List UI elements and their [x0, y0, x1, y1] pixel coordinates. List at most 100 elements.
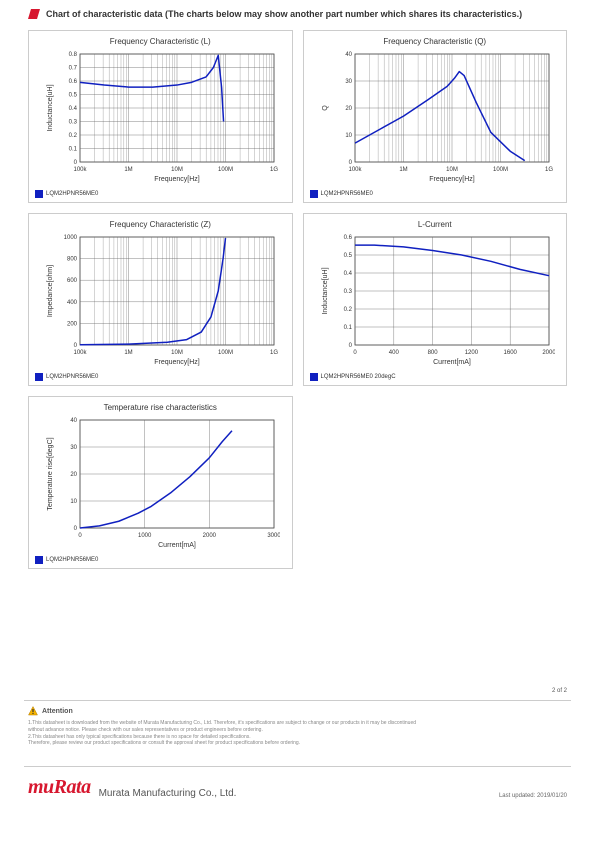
svg-text:0.5: 0.5: [343, 253, 352, 259]
svg-text:10: 10: [345, 133, 352, 139]
svg-text:Current[mA]: Current[mA]: [158, 542, 196, 549]
svg-text:Current[mA]: Current[mA]: [433, 359, 471, 366]
svg-text:Q: Q: [322, 105, 329, 111]
legend-swatch: [35, 556, 43, 564]
chart-panel-freq-Q: Frequency Characteristic (Q)100k1M10M100…: [303, 30, 568, 203]
svg-text:0.3: 0.3: [69, 120, 78, 126]
legend-swatch: [310, 190, 318, 198]
svg-text:40: 40: [345, 52, 352, 58]
chart-panel-freq-Z: Frequency Characteristic (Z)100k1M10M100…: [28, 213, 293, 386]
svg-text:0.8: 0.8: [69, 52, 78, 58]
svg-text:10: 10: [71, 499, 78, 505]
chart-title: Temperature rise characteristics: [35, 403, 286, 412]
chart-svg: 040080012001600200000.10.20.30.40.50.6Cu…: [315, 231, 555, 371]
svg-text:0.5: 0.5: [69, 93, 78, 99]
svg-text:400: 400: [389, 350, 400, 356]
svg-text:0.6: 0.6: [69, 79, 78, 85]
charts-grid: Frequency Characteristic (L)100k1M10M100…: [0, 26, 595, 569]
brand-name: Murata Manufacturing Co., Ltd.: [99, 788, 237, 799]
svg-text:2000: 2000: [542, 350, 555, 356]
chart-title: Frequency Characteristic (L): [35, 37, 286, 46]
svg-text:0.6: 0.6: [343, 235, 352, 241]
svg-text:0.2: 0.2: [343, 307, 352, 313]
footer: muRata Murata Manufacturing Co., Ltd. La…: [28, 776, 567, 799]
svg-text:1M: 1M: [399, 167, 407, 173]
svg-text:0.1: 0.1: [69, 147, 78, 153]
section-header: Chart of characteristic data (The charts…: [0, 0, 595, 26]
divider: [24, 700, 571, 701]
svg-text:0: 0: [79, 533, 83, 539]
svg-text:400: 400: [67, 300, 78, 306]
chart-svg: 100k1M10M100M1G010203040Frequency[Hz]Q: [315, 48, 555, 188]
chart-legend: LQM2HPNR56ME0: [35, 373, 286, 381]
chart-legend: LQM2HPNR56ME0 20degC: [310, 373, 561, 381]
svg-text:40: 40: [71, 418, 78, 424]
warning-icon: [28, 706, 38, 716]
svg-text:Inductance[uH]: Inductance[uH]: [47, 84, 54, 131]
chart-legend: LQM2HPNR56ME0: [310, 190, 561, 198]
svg-text:1000: 1000: [64, 235, 78, 241]
chart-panel-freq-L: Frequency Characteristic (L) 100k 1M 10M 100…: [28, 30, 293, 203]
svg-text:0: 0: [74, 160, 78, 166]
chart-svg: 100k1M10M100M1G00.10.20.30.40.50.60.70.8…: [40, 48, 280, 188]
brand-logo: muRata: [28, 776, 91, 799]
svg-text:0: 0: [74, 526, 78, 532]
parallelogram-icon: [28, 8, 40, 20]
svg-text:10M: 10M: [446, 167, 458, 173]
svg-text:1000: 1000: [138, 533, 152, 539]
chart-title: Frequency Characteristic (Z): [35, 220, 286, 229]
svg-text:1G: 1G: [545, 167, 553, 173]
attention-label: Attention: [42, 708, 73, 715]
chart-svg: 0100020003000010203040Current[mA]Tempera…: [40, 414, 280, 554]
svg-text:Frequency[Hz]: Frequency[Hz]: [154, 359, 200, 366]
svg-text:Inductance[uH]: Inductance[uH]: [322, 267, 329, 314]
svg-text:20: 20: [71, 472, 78, 478]
svg-text:0.2: 0.2: [69, 133, 78, 139]
legend-swatch: [35, 190, 43, 198]
divider: [24, 766, 571, 767]
svg-text:100M: 100M: [218, 167, 233, 173]
chart-panel-L-current: L-Current040080012001600200000.10.20.30.…: [303, 213, 568, 386]
svg-text:200: 200: [67, 321, 78, 327]
chart-svg: 100k1M10M100M1G02004006008001000Frequenc…: [40, 231, 280, 371]
svg-text:0.3: 0.3: [343, 289, 352, 295]
svg-text:800: 800: [427, 350, 438, 356]
svg-text:Impedance[ohm]: Impedance[ohm]: [47, 265, 54, 317]
brand-block: muRata Murata Manufacturing Co., Ltd.: [28, 776, 236, 799]
svg-text:1200: 1200: [464, 350, 478, 356]
svg-text:1M: 1M: [125, 167, 133, 173]
chart-legend: LQM2HPNR56ME0: [35, 556, 286, 564]
svg-text:30: 30: [345, 79, 352, 85]
svg-text:0: 0: [74, 343, 78, 349]
last-updated: Last updated: 2019/01/20: [499, 793, 567, 799]
section-title: Chart of characteristic data (The charts…: [46, 9, 522, 19]
svg-text:10M: 10M: [171, 167, 183, 173]
legend-label: LQM2HPNR56ME0: [46, 191, 98, 197]
chart-legend: LQM2HPNR56ME0: [35, 190, 286, 198]
svg-text:30: 30: [71, 445, 78, 451]
legend-label: LQM2HPNR56ME0: [46, 374, 98, 380]
svg-text:0.4: 0.4: [343, 271, 352, 277]
svg-text:Temperature rise[degC]: Temperature rise[degC]: [47, 437, 54, 510]
svg-text:1G: 1G: [270, 167, 278, 173]
svg-text:800: 800: [67, 257, 78, 263]
legend-swatch: [35, 373, 43, 381]
svg-text:100k: 100k: [74, 350, 88, 356]
chart-title: L-Current: [310, 220, 561, 229]
legend-swatch: [310, 373, 318, 381]
svg-text:0: 0: [348, 343, 352, 349]
svg-text:0.4: 0.4: [69, 106, 78, 112]
svg-text:100M: 100M: [493, 167, 508, 173]
attention-header: Attention: [28, 706, 73, 716]
disclaimer-text: 1.This datasheet is downloaded from the …: [28, 720, 567, 747]
svg-text:100M: 100M: [218, 350, 233, 356]
legend-label: LQM2HPNR56ME0: [46, 557, 98, 563]
svg-text:2000: 2000: [203, 533, 217, 539]
svg-text:0: 0: [353, 350, 357, 356]
chart-title: Frequency Characteristic (Q): [310, 37, 561, 46]
svg-text:20: 20: [345, 106, 352, 112]
svg-text:0: 0: [348, 160, 352, 166]
svg-text:0.1: 0.1: [343, 325, 352, 331]
page-number: 2 of 2: [552, 688, 567, 694]
svg-text:100k: 100k: [74, 167, 88, 173]
